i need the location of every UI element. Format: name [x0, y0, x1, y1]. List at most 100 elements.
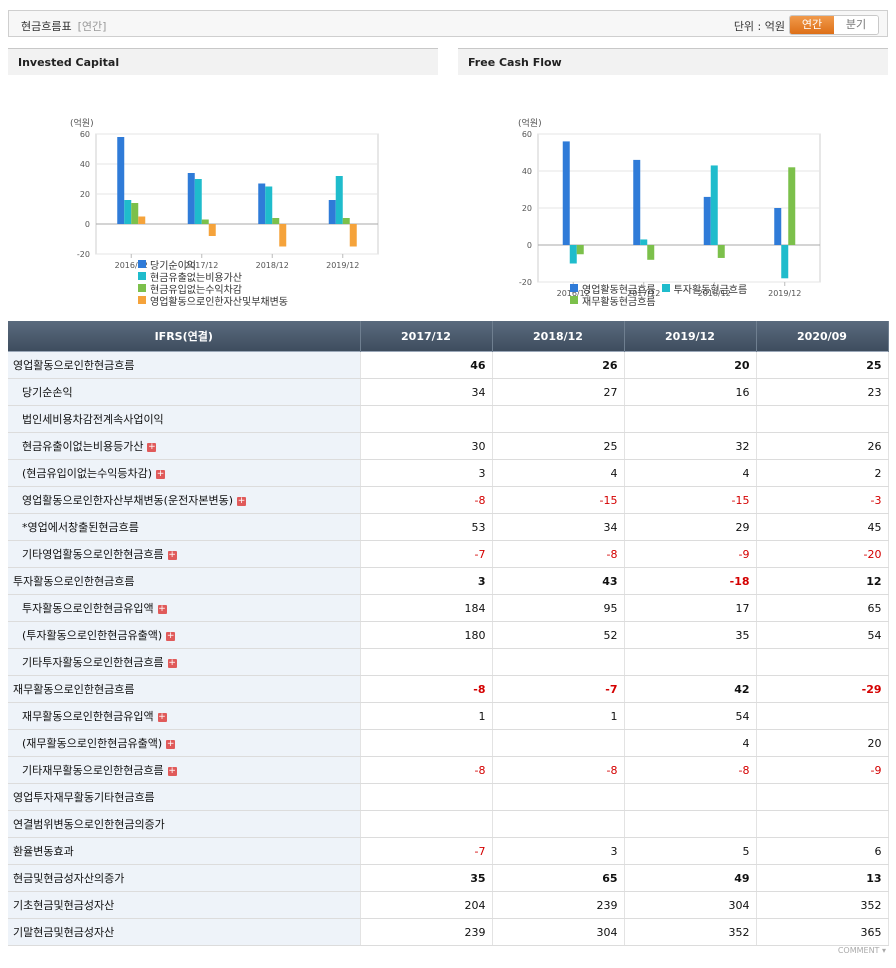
- bar[interactable]: [570, 245, 577, 264]
- statement-title: 현금흐름표 [연간]: [21, 18, 106, 34]
- table-row: 재무활동으로인한현금유입액 +1 1 54: [8, 703, 888, 730]
- bar[interactable]: [711, 165, 718, 245]
- row-label: *영업에서창출된현금흐름: [22, 521, 139, 534]
- statement-period-label: [연간]: [78, 20, 107, 33]
- bar[interactable]: [329, 200, 336, 224]
- value-cell: [624, 811, 756, 838]
- value-cell: [756, 406, 888, 433]
- unit-label: 단위 : 억원: [734, 18, 785, 34]
- value-cell: [756, 703, 888, 730]
- invested-capital-title: Invested Capital: [8, 48, 438, 75]
- bar[interactable]: [350, 224, 357, 247]
- y-tick-label: -20: [519, 278, 532, 287]
- legend-item[interactable]: 영업활동으로인한자산및부채변동: [138, 294, 288, 306]
- bar[interactable]: [279, 224, 286, 247]
- table-row: 재무활동으로인한현금흐름 -8 -7 42 -29: [8, 676, 888, 703]
- y-tick-label: -20: [77, 250, 90, 259]
- table-row: 기타영업활동으로인한현금흐름 + -7 -8 -9 -20: [8, 541, 888, 568]
- value-cell: 17: [624, 595, 756, 622]
- y-tick-label: 40: [522, 167, 532, 176]
- expand-icon[interactable]: +: [166, 740, 175, 749]
- value-cell: [492, 784, 624, 811]
- expand-icon[interactable]: +: [168, 659, 177, 668]
- value-cell: 42: [624, 676, 756, 703]
- bar[interactable]: [563, 141, 570, 245]
- legend-swatch: [570, 296, 578, 304]
- row-label: 영업활동으로인한현금흐름: [13, 359, 134, 372]
- row-label-cell: 투자활동으로인한현금유입액 +: [8, 595, 360, 622]
- expand-icon[interactable]: +: [168, 767, 177, 776]
- row-label: (현금유입이없는수익등차감): [22, 467, 152, 480]
- expand-icon[interactable]: +: [158, 713, 167, 722]
- expand-icon[interactable]: +: [147, 443, 156, 452]
- table-row: 기타투자활동으로인한현금흐름 +: [8, 649, 888, 676]
- value-cell: 2: [756, 460, 888, 487]
- row-label-cell: 영업활동으로인한현금흐름: [8, 352, 360, 379]
- value-cell: 239: [492, 892, 624, 919]
- table-row: 연결범위변동으로인한현금의증가: [8, 811, 888, 838]
- bar[interactable]: [788, 167, 795, 245]
- bar[interactable]: [781, 245, 788, 278]
- value-cell: 3: [360, 460, 492, 487]
- value-cell: 304: [492, 919, 624, 946]
- bar[interactable]: [124, 200, 131, 224]
- expand-icon[interactable]: +: [166, 632, 175, 641]
- legend-label[interactable]: 재무활동현금흐름: [582, 293, 656, 308]
- cash-flow-table: IFRS(연결) 2017/12 2018/12 2019/12 2020/09…: [8, 321, 889, 946]
- value-cell: -29: [756, 676, 888, 703]
- row-label: 현금유출이없는비용등가산: [22, 440, 143, 453]
- bar[interactable]: [272, 218, 279, 224]
- bar[interactable]: [647, 245, 654, 260]
- value-cell: 26: [492, 352, 624, 379]
- value-cell: 25: [756, 352, 888, 379]
- comment-toggle[interactable]: COMMENT ▾: [838, 946, 886, 955]
- value-cell: 35: [624, 622, 756, 649]
- row-label: 기타재무활동으로인한현금흐름: [22, 764, 164, 777]
- value-cell: -20: [756, 541, 888, 568]
- bar[interactable]: [336, 176, 343, 224]
- value-cell: -15: [492, 487, 624, 514]
- value-cell: 4: [624, 460, 756, 487]
- bar[interactable]: [640, 239, 647, 245]
- expand-icon[interactable]: +: [168, 551, 177, 560]
- bar[interactable]: [265, 187, 272, 225]
- annual-button[interactable]: 연간: [790, 16, 834, 34]
- table-header-period: 2017/12: [360, 321, 492, 352]
- value-cell: -9: [624, 541, 756, 568]
- bar[interactable]: [138, 217, 145, 225]
- bar[interactable]: [704, 197, 711, 245]
- bar[interactable]: [188, 173, 195, 224]
- y-tick-label: 60: [80, 130, 90, 139]
- table-row: 당기순손익 34 27 16 23: [8, 379, 888, 406]
- value-cell: 3: [360, 568, 492, 595]
- row-label: (투자활동으로인한현금유출액): [22, 629, 162, 642]
- row-label: 법인세비용차감전계속사업이익: [22, 413, 164, 426]
- free-cash-flow-panel: Free Cash Flow 60 40 20 0 -20 (억원) 2016/12 2017…: [458, 48, 888, 316]
- bar[interactable]: [209, 224, 216, 236]
- bar[interactable]: [117, 137, 124, 224]
- bar[interactable]: [202, 220, 209, 225]
- expand-icon[interactable]: +: [237, 497, 246, 506]
- value-cell: [492, 406, 624, 433]
- statement-header-bar: 현금흐름표 [연간] 단위 : 억원 연간 분기: [8, 10, 888, 37]
- bar[interactable]: [195, 179, 202, 224]
- legend-label[interactable]: 투자활동현금흐름: [674, 281, 748, 296]
- bar[interactable]: [774, 208, 781, 245]
- legend-swatch: [138, 284, 146, 292]
- bar[interactable]: [343, 218, 350, 224]
- row-label-cell: 연결범위변동으로인한현금의증가: [8, 811, 360, 838]
- row-label: 영업활동으로인한자산부채변동(운전자본변동): [22, 494, 233, 507]
- bar[interactable]: [131, 203, 138, 224]
- bar[interactable]: [633, 160, 640, 245]
- row-label: 연결범위변동으로인한현금의증가: [13, 818, 165, 831]
- bar[interactable]: [577, 245, 584, 254]
- bar[interactable]: [718, 245, 725, 258]
- table-header-period: 2020/09: [756, 321, 888, 352]
- row-label: 기타투자활동으로인한현금흐름: [22, 656, 164, 669]
- quarter-button[interactable]: 분기: [834, 16, 878, 34]
- bar[interactable]: [258, 184, 265, 225]
- expand-icon[interactable]: +: [158, 605, 167, 614]
- value-cell: 3: [492, 838, 624, 865]
- expand-icon[interactable]: +: [156, 470, 165, 479]
- value-cell: 365: [756, 919, 888, 946]
